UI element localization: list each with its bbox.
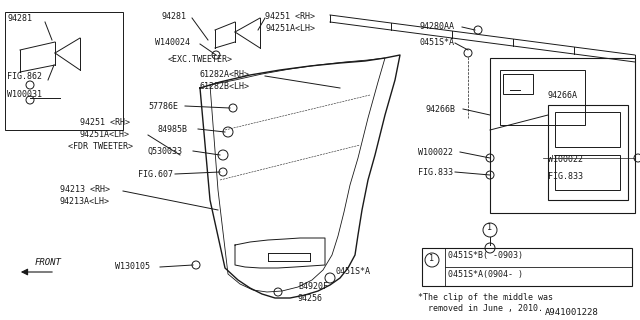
Text: W130105: W130105: [115, 262, 150, 271]
Text: 0451S*A(0904- ): 0451S*A(0904- ): [448, 270, 523, 279]
Text: 94281: 94281: [162, 12, 187, 21]
Text: 94281: 94281: [7, 14, 32, 23]
Text: *The clip of the middle was: *The clip of the middle was: [418, 293, 553, 302]
Text: W100022: W100022: [548, 155, 583, 164]
Bar: [555, 155, 620, 190]
Text: 94213A<LH>: 94213A<LH>: [60, 197, 110, 206]
Bar: [503, 74, 533, 94]
Text: 94280AA: 94280AA: [420, 22, 455, 31]
Text: FIG.833: FIG.833: [418, 168, 453, 177]
Text: A941001228: A941001228: [545, 308, 599, 317]
Text: <FDR TWEETER>: <FDR TWEETER>: [68, 142, 133, 151]
Text: FRONT: FRONT: [35, 258, 62, 267]
Text: 0451S*A: 0451S*A: [420, 38, 455, 47]
Bar: [5, 12, 123, 130]
Text: W140024: W140024: [155, 38, 190, 47]
Text: FIG.833: FIG.833: [548, 172, 583, 181]
Bar: [422, 248, 632, 286]
Text: removed in June , 2010.: removed in June , 2010.: [418, 304, 543, 313]
Text: Q530033: Q530033: [148, 147, 183, 156]
Text: 94266B: 94266B: [425, 105, 455, 114]
Text: W100022: W100022: [418, 148, 453, 157]
Text: 94266A: 94266A: [548, 91, 578, 100]
Text: 84985B: 84985B: [158, 125, 188, 134]
Text: 1: 1: [429, 254, 434, 263]
Text: 0451S*A: 0451S*A: [335, 267, 370, 276]
Text: 61282B<LH>: 61282B<LH>: [200, 82, 250, 91]
Text: B4920F: B4920F: [298, 282, 328, 291]
Text: 94251 <RH>: 94251 <RH>: [80, 118, 130, 127]
Text: W100031: W100031: [7, 90, 42, 99]
Text: 1: 1: [487, 223, 492, 232]
Text: 61282A<RH>: 61282A<RH>: [200, 70, 250, 79]
Text: 94213 <RH>: 94213 <RH>: [60, 185, 110, 194]
Text: 57786E: 57786E: [148, 102, 178, 111]
Text: 94256: 94256: [298, 294, 323, 303]
Bar: [548, 105, 628, 200]
Text: <EXC.TWEETER>: <EXC.TWEETER>: [168, 55, 233, 64]
Text: 0451S*B( -0903): 0451S*B( -0903): [448, 251, 523, 260]
Text: 94251A<LH>: 94251A<LH>: [265, 24, 315, 33]
Text: 94251A<LH>: 94251A<LH>: [80, 130, 130, 139]
Text: 94251 <RH>: 94251 <RH>: [265, 12, 315, 21]
Text: FIG.607: FIG.607: [138, 170, 173, 179]
Bar: [490, 58, 635, 213]
Bar: [555, 112, 620, 147]
Bar: [500, 70, 585, 125]
Text: FIG.862: FIG.862: [7, 72, 42, 81]
